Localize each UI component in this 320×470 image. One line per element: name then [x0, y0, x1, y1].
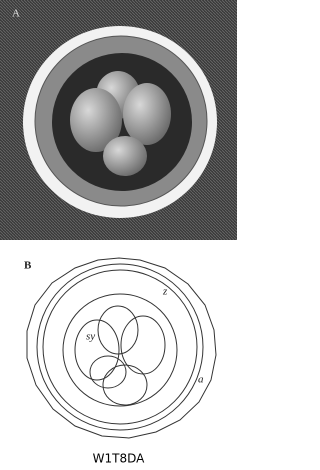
figure-a: A: [0, 0, 237, 240]
ring: [42, 269, 198, 425]
figure-label: A: [12, 8, 20, 20]
ring-outer: [36, 263, 204, 431]
egg: [74, 319, 120, 381]
part-label: a: [198, 374, 204, 386]
watermark-strip: [0, 448, 237, 470]
watermark-id: W1T8DA: [93, 452, 145, 466]
figure-b: [26, 257, 217, 439]
egg: [70, 88, 122, 152]
outline: [26, 257, 217, 439]
part-label: z: [162, 286, 168, 298]
figure-b-labels: B z sy a: [24, 260, 204, 386]
egg: [103, 136, 147, 176]
egg: [102, 364, 148, 406]
page: A B z sy a W1T8DA (() => { const data = …: [0, 0, 237, 470]
illustration: A B z sy a W1T8DA: [0, 0, 237, 470]
egg: [89, 355, 127, 389]
egg: [97, 305, 139, 355]
cup: [62, 293, 178, 407]
part-label: sy: [86, 331, 95, 343]
figure-label: B: [24, 260, 32, 272]
egg: [123, 83, 171, 145]
